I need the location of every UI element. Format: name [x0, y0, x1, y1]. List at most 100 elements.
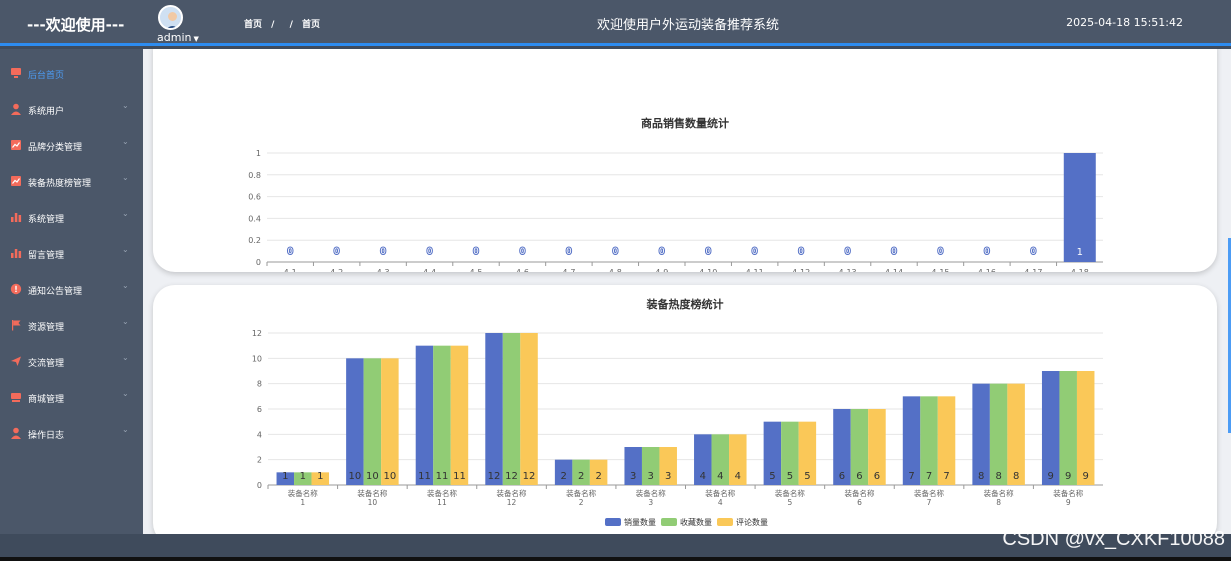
bar: [798, 421, 817, 485]
data-label: 0: [427, 247, 433, 257]
bar: [711, 434, 730, 485]
bar: [1076, 371, 1095, 485]
flag-icon: [12, 320, 21, 331]
sales-chart-card: 商品销售数量统计 00.20.40.60.814-104-204-304-404…: [153, 49, 1217, 272]
sidebar-item-0[interactable]: 后台首页: [0, 56, 143, 92]
scrollbar[interactable]: [1228, 238, 1231, 433]
chevron-down-icon: ⌄: [122, 425, 129, 434]
data-label: 0: [334, 247, 340, 257]
bar: [850, 409, 869, 485]
sidebar-item-9[interactable]: 商城管理 ⌄: [0, 380, 143, 416]
alert-icon: [10, 283, 22, 295]
clock: 2025-04-18 15:51:42: [1066, 16, 1183, 29]
data-label: 9: [1083, 471, 1089, 482]
bar: [554, 459, 573, 485]
data-label: 0: [798, 247, 804, 257]
sidebar-item-5[interactable]: 留言管理 ⌄: [0, 236, 143, 272]
sidebar-item-label: 商城管理: [28, 395, 65, 405]
legend-swatch: [661, 518, 677, 526]
data-label: 2: [560, 471, 566, 482]
data-label: 7: [908, 471, 914, 482]
watermark: CSDN @vx_CXKF10088: [1002, 528, 1225, 550]
y-tick-label: 0: [256, 258, 261, 267]
sidebar-item-3[interactable]: 装备热度榜管理 ⌄: [0, 164, 143, 200]
y-tick-label: 1: [256, 149, 261, 158]
x-tick-label: 4-15: [931, 268, 949, 272]
data-label: 0: [287, 247, 293, 257]
bar: [589, 459, 608, 485]
data-label: 8: [995, 471, 1001, 482]
y-tick-label: 0: [257, 481, 262, 490]
legend-label: 销量数量: [624, 517, 656, 527]
sidebar-item-label: 品牌分类管理: [28, 143, 83, 153]
main-content: 商品销售数量统计 00.20.40.60.814-104-204-304-404…: [143, 49, 1231, 534]
bar: [572, 459, 590, 485]
bar: [781, 421, 799, 485]
bar: [1041, 371, 1060, 485]
x-tick-label: 4-17: [1024, 268, 1042, 272]
data-label: 8: [1013, 471, 1019, 482]
data-label: 0: [938, 247, 944, 257]
sidebar-item-2[interactable]: 品牌分类管理 ⌄: [0, 128, 143, 164]
x-tick-label: 装备名称 9: [1053, 488, 1083, 507]
data-label: 1: [317, 471, 323, 482]
x-tick-label: 装备名称 4: [705, 488, 735, 507]
sidebar-item-8[interactable]: 交流管理 ⌄: [0, 344, 143, 380]
breadcrumb-sep: /: [271, 20, 275, 30]
sidebar-item-10[interactable]: 操作日志 ⌄: [0, 416, 143, 452]
system-title: 欢迎使用户外运动装备推荐系统: [596, 18, 779, 33]
bar: [294, 472, 312, 485]
x-tick-label: 装备名称 1: [288, 488, 318, 507]
sidebar-item-1[interactable]: 系统用户 ⌄: [0, 92, 143, 128]
bar: [920, 396, 938, 485]
x-tick-label: 装备名称 12: [497, 488, 527, 507]
avatar[interactable]: [158, 5, 183, 30]
user-icon: [11, 103, 21, 115]
data-label: 5: [769, 471, 775, 482]
sidebar-item-4[interactable]: 系统管理 ⌄: [0, 200, 143, 236]
data-label: 1: [1077, 247, 1083, 258]
bar: [833, 409, 851, 485]
user-icon: [11, 427, 21, 439]
breadcrumb-home[interactable]: 首页: [244, 20, 263, 30]
legend-swatch: [605, 518, 621, 526]
x-tick-label: 4-11: [746, 268, 764, 272]
x-tick-label: 4-4: [423, 268, 436, 272]
legend-swatch: [717, 518, 733, 526]
bar: [1059, 371, 1077, 485]
data-label: 12: [505, 471, 518, 482]
data-label: 8: [978, 471, 984, 482]
bar: [450, 345, 469, 485]
x-tick-label: 装备名称 10: [357, 488, 387, 507]
data-label: 0: [984, 247, 990, 257]
bar: [763, 421, 782, 485]
data-label: 0: [845, 247, 851, 257]
data-label: 0: [891, 247, 897, 257]
breadcrumb-sep: /: [289, 20, 293, 30]
data-label: 5: [804, 471, 810, 482]
bar: [641, 447, 660, 485]
y-tick-label: 8: [257, 380, 262, 389]
chart-title: 商品销售数量统计: [641, 117, 729, 130]
user-menu[interactable]: admin ▼: [157, 31, 199, 44]
sidebar-item-6[interactable]: 通知公告管理 ⌄: [0, 272, 143, 308]
x-tick-label: 4-16: [978, 268, 996, 272]
data-label: 9: [1065, 471, 1071, 482]
sidebar-item-7[interactable]: 资源管理 ⌄: [0, 308, 143, 344]
data-label: 4: [700, 471, 706, 482]
bar: [902, 396, 921, 485]
data-label: 10: [366, 471, 379, 482]
bar: [989, 383, 1008, 485]
breadcrumb-current: 首页: [302, 20, 321, 30]
data-label: 3: [630, 471, 636, 482]
data-label: 3: [648, 471, 654, 482]
bar: [520, 333, 538, 485]
data-label: 11: [418, 471, 431, 482]
bar: [1007, 383, 1025, 485]
bar: [972, 383, 990, 485]
x-tick-label: 装备名称 11: [427, 488, 457, 507]
bar-chart-icon: [11, 213, 22, 222]
bar: [937, 396, 956, 485]
data-label: 6: [874, 471, 880, 482]
